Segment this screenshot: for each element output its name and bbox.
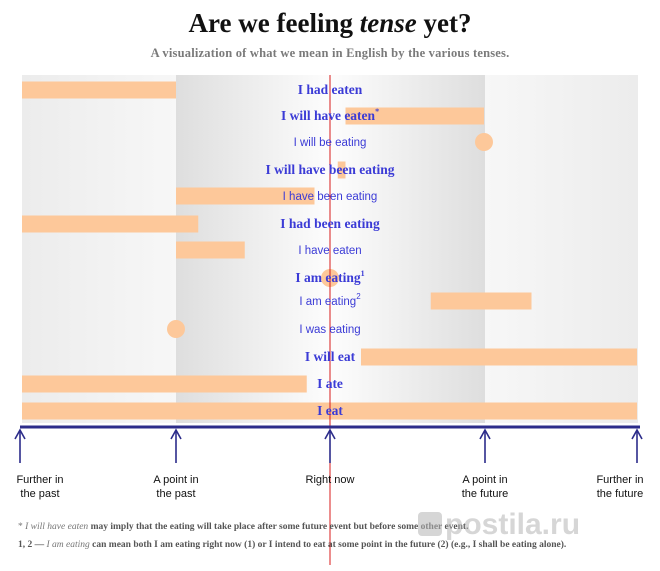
- arrow-head: [170, 428, 182, 440]
- duration-bar: [337, 161, 346, 179]
- duration-bar: [176, 187, 315, 205]
- watermark: postila.ru: [445, 508, 581, 541]
- page-title: Are we feeling tense yet?: [188, 8, 472, 38]
- shade-past: [22, 75, 176, 423]
- footnote-2: 1, 2 — I am eating can mean both I am ea…: [18, 540, 567, 550]
- duration-bar: [22, 215, 199, 233]
- tense-label: I will eat: [305, 349, 356, 364]
- page-subtitle: A visualization of what we mean in Engli…: [150, 46, 510, 60]
- tense-label: I was eating: [299, 324, 360, 336]
- timeline-label: Further in the past: [16, 474, 63, 500]
- duration-bar: [176, 241, 245, 259]
- shade-future: [485, 75, 638, 423]
- duration-bar: [22, 81, 176, 99]
- tense-label: I eat: [317, 403, 343, 418]
- tense-label: I had eaten: [298, 82, 363, 97]
- tense-labels: I had eaten I will have eaten* I will be e…: [265, 82, 394, 418]
- tense-label: I have eaten: [298, 245, 361, 257]
- timeline-point: A point in the past: [153, 428, 199, 500]
- arrow-head: [479, 428, 491, 440]
- timeline-point: Further in the future: [596, 428, 644, 500]
- tense-label: I will be eating: [294, 137, 367, 149]
- timeline-point: A point in the future: [462, 428, 508, 500]
- duration-bar: [345, 107, 484, 125]
- tense-label: I am eating2: [299, 292, 361, 308]
- tense-label: I had been eating: [280, 216, 380, 231]
- tense-label: I have been eating: [283, 191, 378, 203]
- timeline-label: Right now: [306, 474, 355, 486]
- timeline-label: A point in the future: [462, 474, 508, 500]
- tense-label: I will have been eating: [265, 162, 394, 177]
- timeline-label: A point in the past: [153, 474, 198, 500]
- duration-bar: [22, 375, 307, 393]
- timeline-axis: Further in the past A point in the past Righ…: [14, 425, 644, 500]
- tense-label: I will have eaten*: [281, 107, 379, 123]
- tense-label: I am eating1: [295, 269, 364, 285]
- duration-bar: [361, 348, 637, 366]
- watermark-logo: [418, 512, 442, 536]
- moment-dot: [475, 133, 493, 151]
- arrow-head: [14, 428, 26, 440]
- arrow-head: [324, 428, 336, 440]
- timeline-label: Further in the future: [596, 474, 643, 500]
- duration-bar: [430, 292, 532, 310]
- timeline-point: Further in the past: [14, 428, 64, 500]
- moment-dot: [167, 320, 185, 338]
- footnote-1: * I will have eaten may imply that the e…: [18, 522, 469, 532]
- duration-bars: [22, 81, 637, 420]
- timeline-point: Right now: [306, 428, 355, 486]
- footnotes: * I will have eaten may imply that the e…: [18, 518, 648, 554]
- tense-label: I ate: [317, 376, 343, 391]
- arrow-head: [631, 428, 643, 440]
- title-emphasis: tense: [359, 8, 417, 38]
